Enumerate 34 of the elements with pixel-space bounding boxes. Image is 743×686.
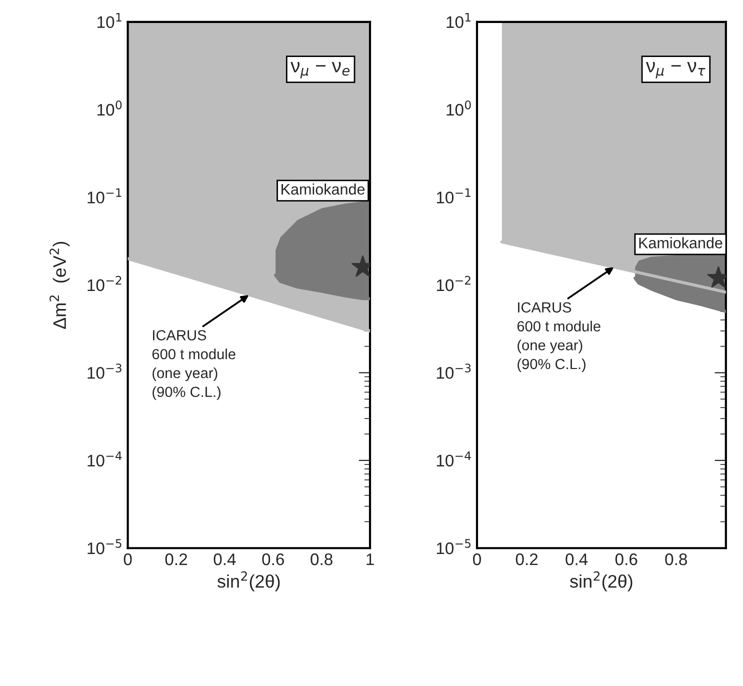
y-tick-label: 10$^{1}$: [446, 12, 471, 28]
y-tick-label: 10$^{0}$: [446, 100, 471, 116]
x-tick-label: 0.8: [665, 553, 687, 566]
x-tick-label: 0.6: [262, 553, 284, 566]
y-tick-label: 10$^{−2}$: [88, 276, 122, 292]
text: Kamiokande: [282, 183, 365, 195]
y-tick-label: 10$^{−5}$: [436, 539, 471, 554]
y-tick-label: 10$^{−2}$: [436, 276, 470, 292]
y-tick-label: 10$^{0}$: [98, 100, 122, 116]
y-axis-title: Δm$^{2}$ (eV$^{2}$): [50, 242, 70, 329]
annotation: ν$_{μ}$ − ν$_{τ}$: [646, 62, 706, 78]
x-tick-label: 1: [366, 554, 374, 566]
x-tick-label: 0.4: [214, 553, 236, 566]
series-label: Kamiokande: [639, 237, 722, 248]
y-tick-label: 10$^{1}$: [98, 12, 122, 28]
annotation: ICARUS 600 t module (one year) (90% C.L.): [152, 330, 236, 400]
y-tick-label: 10$^{−1}$: [88, 188, 122, 204]
x-tick-label: 0.4: [566, 553, 588, 566]
x-tick-label: 0: [124, 553, 132, 566]
y-tick-label: 10$^{−4}$: [88, 451, 122, 467]
annotation: ICARUS 600 t module (one year) (90% C.L.): [517, 302, 600, 372]
x-tick-label: 0.6: [615, 553, 638, 566]
annotation: ν$_{μ}$ − ν$_{e}$: [290, 62, 350, 78]
x-axis-title: sin$^{2}$(2θ): [217, 571, 280, 592]
x-tick-label: 0.8: [310, 553, 332, 566]
y-tick-label: 10$^{−4}$: [436, 451, 471, 467]
x-tick-label: 0.2: [516, 553, 538, 566]
y-tick-label: 10$^{−3}$: [436, 364, 471, 379]
x-tick-label: 0: [473, 553, 481, 566]
y-tick-label: 10$^{−3}$: [88, 364, 122, 379]
y-tick-label: 10$^{−5}$: [88, 539, 122, 554]
x-axis-title: sin$^{2}$(2θ): [570, 571, 632, 592]
y-tick-label: 10$^{−1}$: [436, 188, 470, 204]
x-tick-label: 0.2: [165, 553, 187, 566]
